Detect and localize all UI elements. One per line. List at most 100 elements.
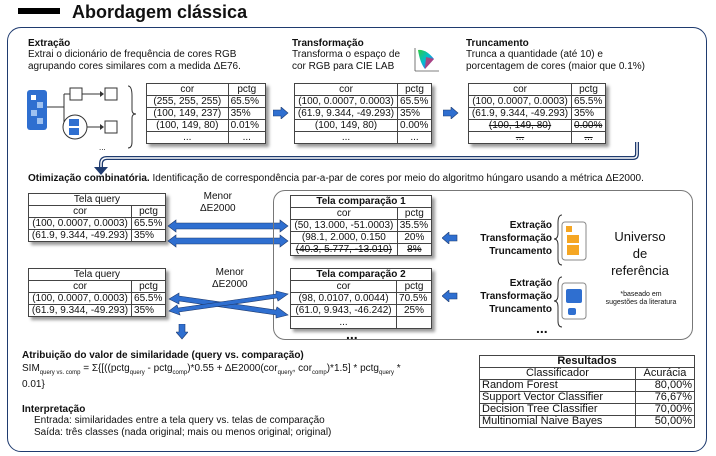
col-header: cor: [27, 205, 133, 218]
comparison-container: [273, 190, 693, 340]
otimizacao-text: Identificação de correspondência par-a-p…: [149, 173, 644, 184]
transformacao-heading: Transformação: [292, 38, 364, 49]
more-universe-ellipsis: ...: [536, 320, 548, 336]
formula-part: *: [394, 363, 401, 374]
table-cell: 50,00%: [634, 415, 696, 428]
table-cell: (100, 0.0007, 0.0003): [27, 217, 133, 230]
table-cell-discarded: 0.00%: [571, 119, 606, 132]
extracao-section: Extração Extrai o dicionário de frequênc…: [28, 38, 288, 73]
table-cell: 65.5%: [397, 95, 432, 108]
extracao-table: cor pctg (255, 255, 255) 65.5% (100, 149, …: [146, 83, 267, 144]
table-cell: 80,00%: [634, 379, 696, 392]
truncamento-text-1: Trunca a quantidade (até 10) e: [466, 49, 603, 60]
query-table-1: Tela query cor pctg (100, 0.0007, 0.0003)…: [27, 193, 166, 242]
menor-line: Menor: [203, 191, 232, 202]
step-truncamento: Truncamento: [489, 304, 552, 315]
formula-part: = Σ{[((pctg: [80, 363, 130, 374]
color-gamut-icon: [414, 48, 439, 72]
pipeline-steps-1: Extração Transformação Truncamento: [462, 219, 552, 258]
comparison-table-1: Tela comparação 1 cor pctg (50, 13.000, -…: [290, 195, 433, 256]
col-header: Acurácia: [634, 367, 696, 380]
table-cell: 35%: [131, 304, 166, 317]
table-cell: 35%: [227, 107, 267, 120]
arrow-left-icon: [442, 232, 458, 244]
col-header: cor: [289, 280, 398, 293]
col-header: Classificador: [479, 367, 636, 380]
arrow-right-icon: [273, 107, 289, 119]
transformacao-text-1: Transforma o espaço de: [292, 49, 401, 60]
table-cell: (98.1, 2.000, 0.150: [290, 231, 398, 244]
col-header: pctg: [571, 83, 606, 96]
formula-part: )*1.5] * pctg: [326, 363, 379, 374]
footnote-line-2: sugestões da literatura: [605, 299, 677, 306]
universo-line-1: Universo: [614, 229, 666, 244]
table-cell: Decision Tree Classifier: [479, 403, 636, 416]
truncamento-table: cor pctg (100, 0.0007, 0.0003) 65.5% (61.9…: [467, 83, 606, 144]
col-header: cor: [467, 83, 573, 96]
step-extracao: Extração: [509, 220, 552, 231]
table-cell: (50, 13.000, -51.0003): [290, 219, 398, 232]
reference-images-icons: [554, 214, 587, 328]
baseado-footnote: *baseado em sugestões da literatura: [598, 291, 684, 307]
table-cell: (61.0, 9.943, -46.242): [289, 304, 398, 317]
menor-metric: ΔE2000: [200, 203, 236, 214]
interpretacao-line-2: Saída: três classes (nada original; mais…: [34, 427, 332, 438]
formula-continuation: 0.01}: [22, 379, 45, 390]
table-cell: 35%: [131, 229, 166, 242]
table-cell: 70.5%: [396, 292, 432, 305]
page-title: Abordagem clássica: [72, 2, 248, 22]
table-cell: 0.01%: [227, 119, 267, 132]
color-grouping-diagram-icon: ...: [27, 85, 136, 152]
table-cell: 65.5%: [131, 217, 166, 230]
extracao-text-2: agrupando cores similares com a medida Δ…: [28, 61, 241, 72]
table-cell: 35.5%: [396, 219, 433, 232]
formula-sim: SIM: [22, 363, 40, 374]
arrow-left-icon: [442, 290, 458, 302]
interpretacao-heading: Interpretação: [22, 404, 86, 415]
interpretacao-section: Interpretação Entrada: similaridades ent…: [22, 404, 462, 439]
table-cell: (61.9, 9.344, -49.293): [27, 229, 133, 242]
atribuicao-heading: Atribuição do valor de similaridade (que…: [22, 350, 304, 361]
menor-metric: ΔE2000: [212, 279, 248, 290]
formula-part: )*0.55 + ΔE2000(cor: [187, 363, 278, 374]
table-cell-discarded: ...: [467, 131, 573, 144]
table-title: Resultados: [479, 355, 695, 368]
universo-line-2: de: [632, 246, 648, 261]
transformacao-table: cor pctg (100, 0.0007, 0.0003) 65.5% (61.9…: [293, 83, 432, 144]
table-cell: (61.9, 9.344, -49.293): [293, 107, 399, 120]
step-transformacao: Transformação: [480, 233, 552, 244]
flow-connector-arrow: [94, 142, 639, 175]
formula-sub: comp: [312, 370, 327, 376]
table-cell: 65.5%: [131, 292, 166, 305]
step-extracao: Extração: [509, 278, 552, 289]
table-cell: ...: [293, 131, 399, 144]
table-cell: 76,67%: [634, 391, 696, 404]
extracao-text-1: Extrai o dicionário de frequência de cor…: [28, 49, 237, 60]
table-cell: Support Vector Classifier: [479, 391, 636, 404]
menor-label-1: Menor ΔE2000: [200, 191, 236, 215]
comparison-table-2: Tela comparação 2 cor pctg (98, 0.0107, 0…: [289, 268, 432, 329]
truncamento-heading: Truncamento: [466, 38, 529, 49]
table-cell: (100, 0.0007, 0.0003): [467, 95, 573, 108]
table-title: Tela query: [28, 268, 166, 281]
col-header: pctg: [396, 280, 432, 293]
footnote-line-1: *baseado em: [620, 291, 662, 298]
arrow-down-icon: [176, 324, 188, 340]
table-cell-discarded: (100, 149, 80): [467, 119, 573, 132]
table-cell-discarded: ...: [571, 131, 606, 144]
step-transformacao: Transformação: [480, 291, 552, 302]
table-cell: 65.5%: [571, 95, 606, 108]
table-cell: 0.00%: [397, 119, 432, 132]
col-header: pctg: [227, 83, 267, 96]
matching-arrows-1: [167, 219, 289, 248]
table-title: Tela comparação 2: [290, 268, 432, 281]
pipeline-steps-2: Extração Transformação Truncamento: [462, 277, 552, 316]
col-header: cor: [290, 207, 398, 220]
table-cell: 35%: [571, 107, 606, 120]
formula-sub: query: [129, 370, 145, 376]
col-header: cor: [27, 280, 133, 293]
col-header: pctg: [131, 280, 166, 293]
main-frame: [7, 27, 707, 452]
formula-part: , cor: [292, 363, 313, 374]
table-cell: (100, 0.0007, 0.0003): [27, 292, 133, 305]
